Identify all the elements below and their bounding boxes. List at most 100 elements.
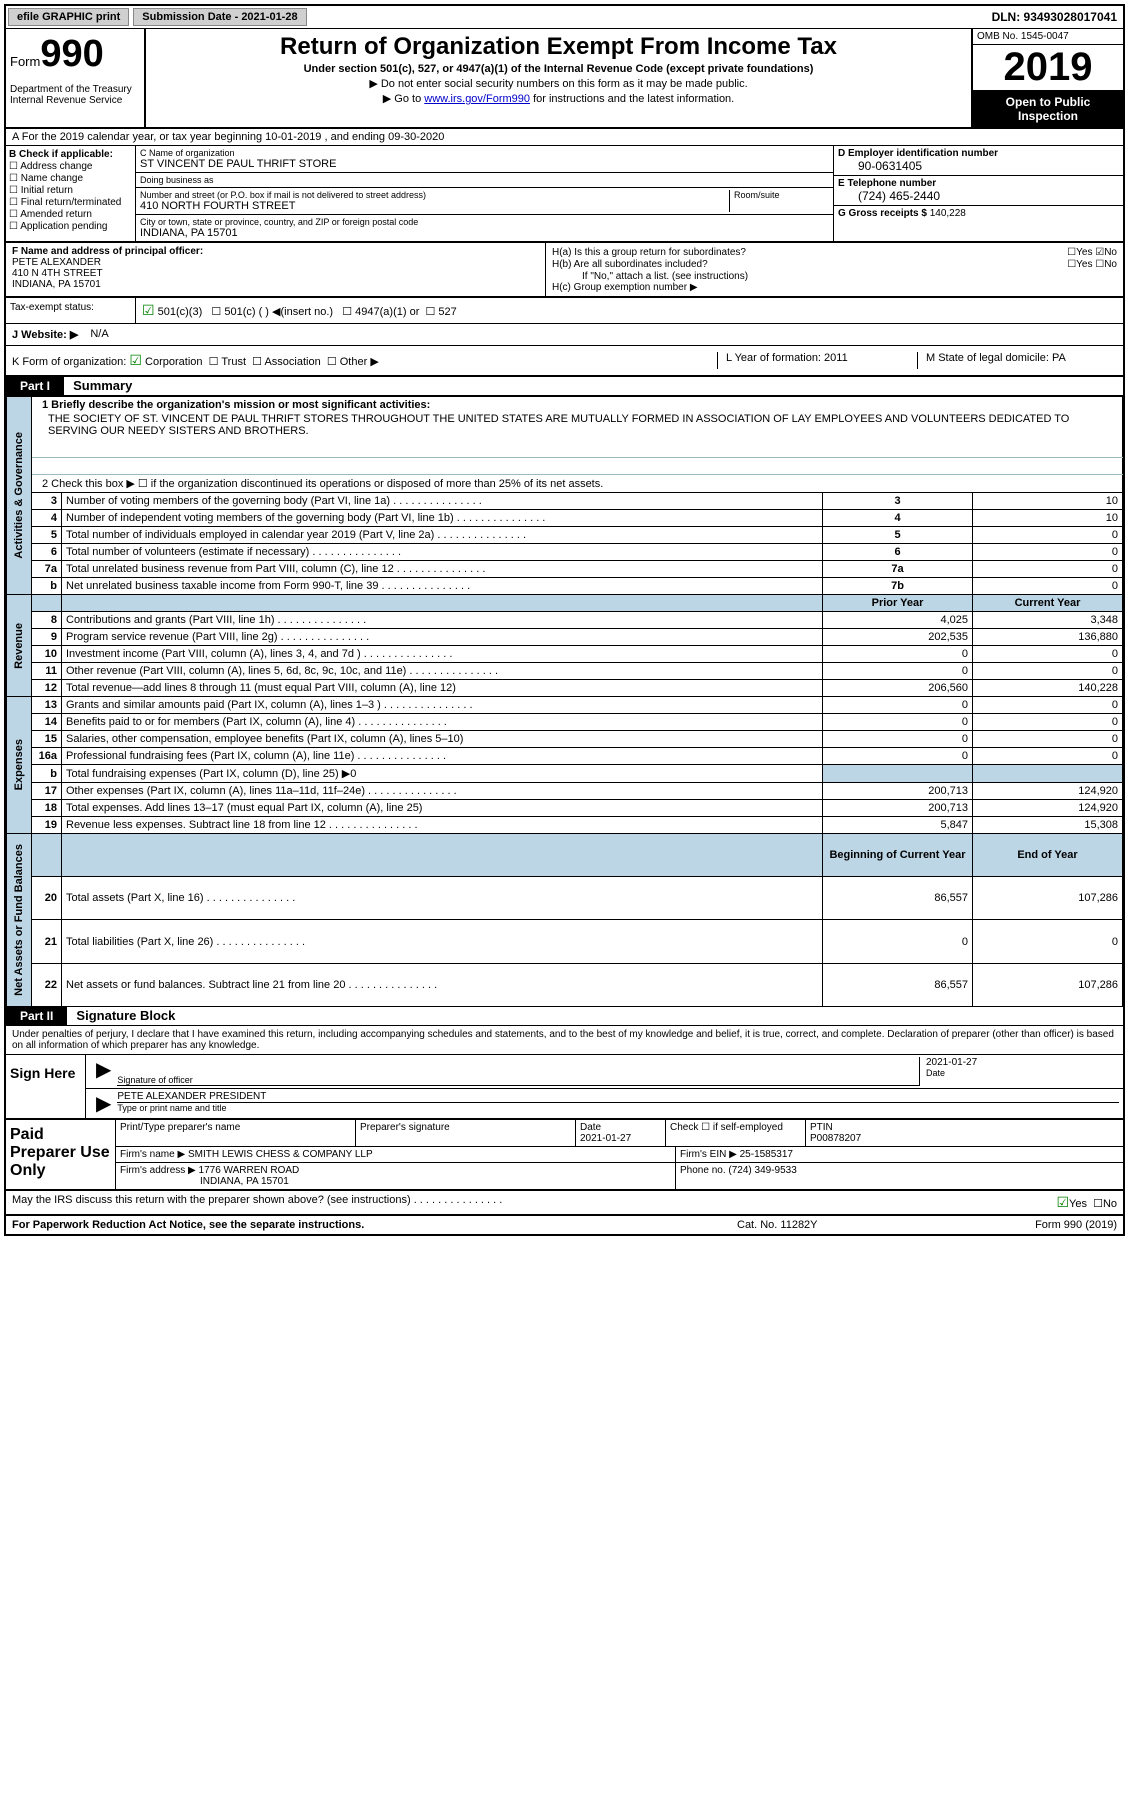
header-left: Form990 Department of the Treasury Inter… [6,29,146,127]
box-h: H(a) Is this a group return for subordin… [546,243,1123,296]
chk-application-pending[interactable]: ☐ Application pending [9,221,132,232]
net-row: 20Total assets (Part X, line 16)86,55710… [7,877,1123,920]
chk-amended[interactable]: ☐ Amended return [9,209,132,220]
row-i-tax-status: Tax-exempt status: ☑ 501(c)(3) ☐ 501(c) … [6,297,1123,324]
gov-row: 3Number of voting members of the governi… [7,493,1123,510]
net-row: 22Net assets or fund balances. Subtract … [7,963,1123,1006]
sig-officer-label: Signature of officer [117,1075,919,1085]
firm-phone-label: Phone no. [680,1165,726,1176]
side-revenue: Revenue [11,615,27,677]
efile-print-button[interactable]: efile GRAPHIC print [8,8,129,26]
begin-year-hdr: Beginning of Current Year [823,834,973,877]
ha-answer: ☐Yes ☑No [1067,247,1117,258]
sig-date: 2021-01-27 [926,1057,1119,1068]
prep-date-label: Date [580,1122,601,1133]
sig-arrow2-icon: ▶ [90,1091,117,1116]
current-year-hdr: Current Year [973,595,1123,612]
phone-label: E Telephone number [838,178,1119,189]
firm-addr2: INDIANA, PA 15701 [120,1176,289,1187]
year-formation: L Year of formation: 2011 [717,352,917,369]
exp-row: 15Salaries, other compensation, employee… [7,731,1123,748]
firm-phone: (724) 349-9533 [728,1165,796,1176]
firm-addr-label: Firm's address ▶ [120,1165,196,1176]
sig-arrow-icon: ▶ [90,1057,117,1086]
paid-preparer-block: Paid Preparer Use Only Print/Type prepar… [6,1118,1123,1191]
net-row: 21Total liabilities (Part X, line 26)00 [7,920,1123,963]
section-b-to-g: B Check if applicable: ☐ Address change … [6,146,1123,243]
chk-initial-return[interactable]: ☐ Initial return [9,185,132,196]
form-header: Form990 Department of the Treasury Inter… [6,29,1123,129]
firm-name: SMITH LEWIS CHESS & COMPANY LLP [188,1149,373,1160]
paid-preparer-label: Paid Preparer Use Only [6,1120,116,1189]
officer-name: PETE ALEXANDER [12,257,539,268]
row-k-org-form: K Form of organization: ☑ Corporation ☐ … [6,346,1123,377]
chk-address-change[interactable]: ☐ Address change [9,161,132,172]
sign-here-block: Sign Here ▶ Signature of officer 2021-01… [6,1055,1123,1118]
instructions-link[interactable]: www.irs.gov/Form990 [424,93,530,105]
exp-row: 14Benefits paid to or for members (Part … [7,714,1123,731]
row-a-tax-year: A For the 2019 calendar year, or tax yea… [6,129,1123,146]
line1-label: 1 Briefly describe the organization's mi… [36,399,1118,411]
note-ssn: ▶ Do not enter social security numbers o… [154,77,963,90]
cat-no: Cat. No. 11282Y [737,1219,937,1231]
chk-name-change[interactable]: ☐ Name change [9,173,132,184]
discuss-no: No [1103,1198,1117,1210]
box-b: B Check if applicable: ☐ Address change … [6,146,136,241]
chk-final-return[interactable]: ☐ Final return/terminated [9,197,132,208]
dba-label: Doing business as [140,175,829,185]
firm-name-label: Firm's name ▶ [120,1149,185,1160]
gov-row: 4Number of independent voting members of… [7,510,1123,527]
officer-addr2: INDIANA, PA 15701 [12,279,539,290]
opt-association: Association [264,356,320,368]
gov-row: bNet unrelated business taxable income f… [7,578,1123,595]
opt-4947: 4947(a)(1) or [355,306,419,318]
rev-row: 12Total revenue—add lines 8 through 11 (… [7,680,1123,697]
side-net-assets: Net Assets or Fund Balances [11,836,27,1004]
gov-row: 7aTotal unrelated business revenue from … [7,561,1123,578]
paperwork-notice: For Paperwork Reduction Act Notice, see … [12,1219,737,1231]
exp-row: 16aProfessional fundraising fees (Part I… [7,748,1123,765]
part1-title: Summary [67,378,132,393]
opt-other: Other ▶ [340,356,379,368]
form-number: 990 [40,33,103,75]
state-domicile: M State of legal domicile: PA [917,352,1117,369]
city-label: City or town, state or province, country… [140,217,829,227]
prep-name-label: Print/Type preparer's name [116,1120,356,1146]
header-center: Return of Organization Exempt From Incom… [146,29,973,127]
hb-answer: ☐Yes ☐No [1067,259,1117,270]
open-to-public: Open to Public Inspection [973,91,1123,127]
topbar: efile GRAPHIC print Submission Date - 20… [6,6,1123,29]
note-link: ▶ Go to www.irs.gov/Form990 for instruct… [154,92,963,105]
prep-date: 2021-01-27 [580,1133,631,1144]
form-container: efile GRAPHIC print Submission Date - 20… [4,4,1125,1236]
website-value: N/A [84,324,114,345]
org-name: ST VINCENT DE PAUL THRIFT STORE [140,158,829,170]
exp-row: 18Total expenses. Add lines 13–17 (must … [7,800,1123,817]
row-k-label: K Form of organization: [12,356,126,368]
chk-corp-icon: ☑ [129,352,142,368]
line2: 2 Check this box ▶ ☐ if the organization… [32,475,1123,493]
addr-label: Number and street (or P.O. box if mail i… [140,190,729,200]
box-b-title: B Check if applicable: [9,149,132,160]
addr-value: 410 NORTH FOURTH STREET [140,200,729,212]
officer-print-label: Type or print name and title [117,1103,1119,1113]
prior-year-hdr: Prior Year [823,595,973,612]
header-right: OMB No. 1545-0047 2019 Open to Public In… [973,29,1123,127]
signature-declaration: Under penalties of perjury, I declare th… [6,1026,1123,1055]
website-label: J Website: ▶ [6,324,84,345]
submission-date: Submission Date - 2021-01-28 [133,8,306,26]
check-self-employed[interactable]: Check ☐ if self-employed [666,1120,806,1146]
opt-501c3: 501(c)(3) [158,306,203,318]
ptin-label: PTIN [810,1122,833,1133]
form-ref: Form 990 (2019) [937,1219,1117,1231]
opt-corporation: Corporation [145,356,202,368]
opt-501c: 501(c) ( ) ◀(insert no.) [224,306,333,318]
phone-value: (724) 465-2440 [838,189,1119,203]
part2-header: Part II Signature Block [6,1007,1123,1026]
gross-value: 140,228 [930,208,966,219]
box-c: C Name of organization ST VINCENT DE PAU… [136,146,833,241]
rev-row: 9Program service revenue (Part VIII, lin… [7,629,1123,646]
hb-note: If "No," attach a list. (see instruction… [552,271,1117,282]
omb-number: OMB No. 1545-0047 [973,29,1123,45]
firm-ein-label: Firm's EIN ▶ [680,1149,737,1160]
